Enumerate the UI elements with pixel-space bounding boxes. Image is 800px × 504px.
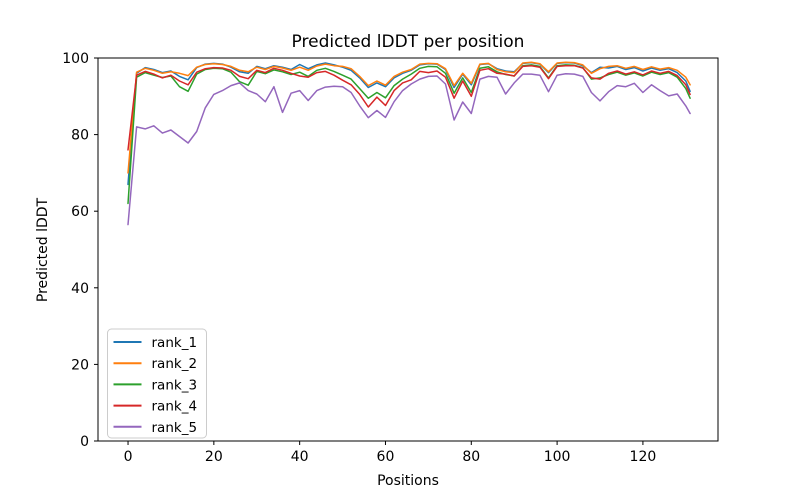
y-tick-label: 100 [62, 51, 89, 67]
plot-border [97, 57, 719, 442]
series-line-rank_5 [127, 72, 691, 226]
y-tick-label: 80 [71, 128, 89, 144]
legend: rank_1 rank_2 rank_3 rank_4 rank_5 [107, 328, 207, 439]
x-tick-label: 60 [377, 449, 395, 465]
y-tick-label: 0 [80, 434, 89, 450]
legend-box [107, 328, 207, 439]
x-axis-ticks: 0 20 40 60 80 100 120 [124, 441, 657, 465]
chart-title: Predicted lDDT per position [292, 32, 525, 52]
series-line-rank_2 [127, 61, 691, 174]
legend-label-rank_5: rank_5 [152, 420, 198, 436]
x-tick-label: 80 [462, 449, 480, 465]
y-axis-ticks: 0 20 40 60 80 100 [62, 51, 98, 450]
series-line-rank_4 [127, 64, 691, 151]
legend-label-rank_2: rank_2 [152, 356, 198, 372]
y-tick-label: 20 [71, 357, 89, 373]
y-axis-label: Predicted lDDT [35, 197, 51, 302]
x-axis-label: Positions [377, 473, 439, 489]
x-tick-label: 40 [291, 449, 309, 465]
x-tick-label: 20 [205, 449, 223, 465]
legend-label-rank_3: rank_3 [152, 377, 198, 393]
series-lines [127, 61, 691, 226]
y-tick-label: 60 [71, 204, 89, 220]
x-tick-label: 120 [630, 449, 657, 465]
legend-label-rank_4: rank_4 [152, 399, 198, 415]
y-tick-label: 40 [71, 281, 89, 297]
x-tick-label: 0 [124, 449, 133, 465]
legend-label-rank_1: rank_1 [152, 335, 198, 351]
x-tick-label: 100 [544, 449, 571, 465]
